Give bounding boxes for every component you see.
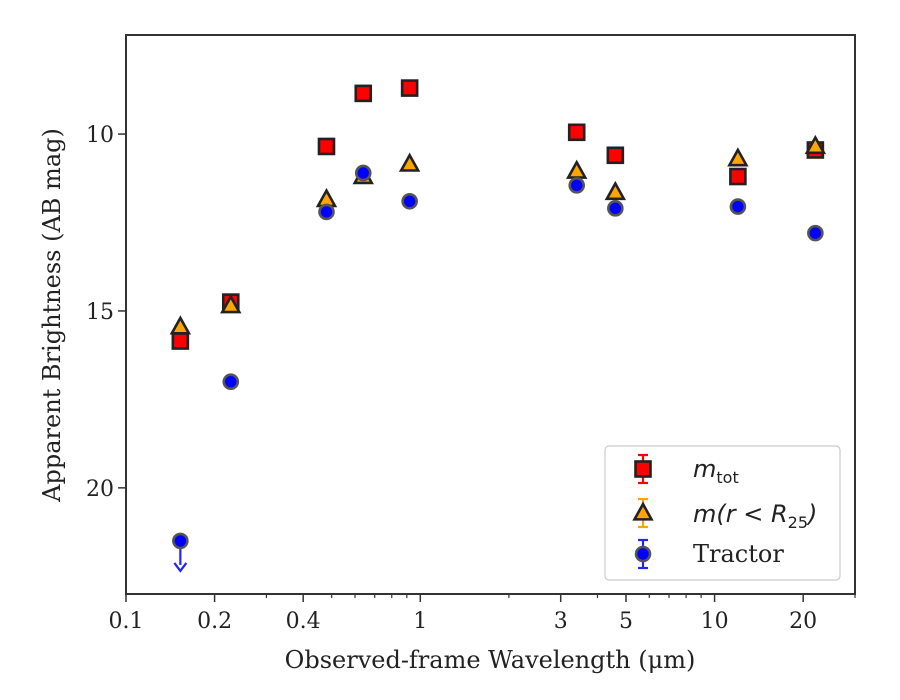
data-point-circle xyxy=(172,532,189,550)
x-tick-label: 1 xyxy=(413,609,427,634)
legend-marker-square xyxy=(634,460,652,478)
legend: mtot m(r < R25) Tractor xyxy=(604,445,841,581)
data-point-circle xyxy=(354,164,372,182)
points-layer xyxy=(169,79,827,573)
x-tick-label: 0.1 xyxy=(109,609,144,634)
x-tick-label: 20 xyxy=(789,609,817,634)
y-tick-label: 20 xyxy=(86,477,114,502)
data-point-triangle xyxy=(565,159,588,179)
data-point-square xyxy=(567,123,586,142)
data-point-circle xyxy=(401,192,418,210)
legend-marker-circle xyxy=(634,545,652,563)
data-point-square xyxy=(400,79,419,97)
data-point-triangle xyxy=(398,152,421,172)
data-point-circle xyxy=(729,198,747,215)
upper-limit-arrow-head xyxy=(173,562,188,573)
data-point-circle xyxy=(568,177,586,194)
x-tick-label: 10 xyxy=(701,609,729,634)
legend-box xyxy=(604,445,841,581)
legend-mtot-sub: tot xyxy=(716,468,738,487)
x-tick-label: 5 xyxy=(619,609,633,634)
data-point-circle xyxy=(222,373,240,391)
legend-mr25-sub: 25 xyxy=(788,513,808,532)
data-point-triangle xyxy=(169,315,192,335)
plot-frame xyxy=(125,34,856,595)
x-axis-title: Observed-frame Wavelength (μm) xyxy=(285,646,696,674)
y-axis-title: Apparent Brightness (AB mag) xyxy=(38,128,66,503)
data-point-square xyxy=(729,167,747,186)
data-point-square xyxy=(171,332,190,350)
data-point-triangle xyxy=(315,187,338,208)
legend-mr25-tail: ) xyxy=(806,500,817,528)
legend-markers xyxy=(632,453,654,570)
x-tick-label: 0.4 xyxy=(286,609,321,634)
legend-label-tractor: Tractor xyxy=(693,540,784,568)
data-point-circle xyxy=(607,200,624,217)
legend-marker-triangle xyxy=(632,501,654,521)
y-tick-label: 15 xyxy=(86,300,114,325)
data-point-triangle xyxy=(804,134,827,155)
ticks-layer: 0.1 0.2 0.4 1 3 5 10 20 10 15 20 xyxy=(86,123,856,634)
data-point-circle xyxy=(807,224,824,242)
legend-label-mtot: mtot xyxy=(693,455,739,487)
y-tick-label: 10 xyxy=(86,123,114,148)
data-point-triangle xyxy=(604,180,627,201)
data-point-triangle xyxy=(220,294,242,314)
x-tick-label: 3 xyxy=(554,609,568,634)
legend-mr25-base: m(r < R xyxy=(693,500,788,528)
data-point-triangle xyxy=(727,147,749,167)
legend-label-mr25: m(r < R25) xyxy=(693,500,817,532)
data-point-square xyxy=(354,84,373,103)
x-tick-label: 0.2 xyxy=(197,609,232,634)
data-point-square xyxy=(317,137,336,156)
data-point-square xyxy=(606,146,625,165)
data-point-circle xyxy=(318,203,335,221)
legend-mtot-base: m xyxy=(693,455,716,483)
